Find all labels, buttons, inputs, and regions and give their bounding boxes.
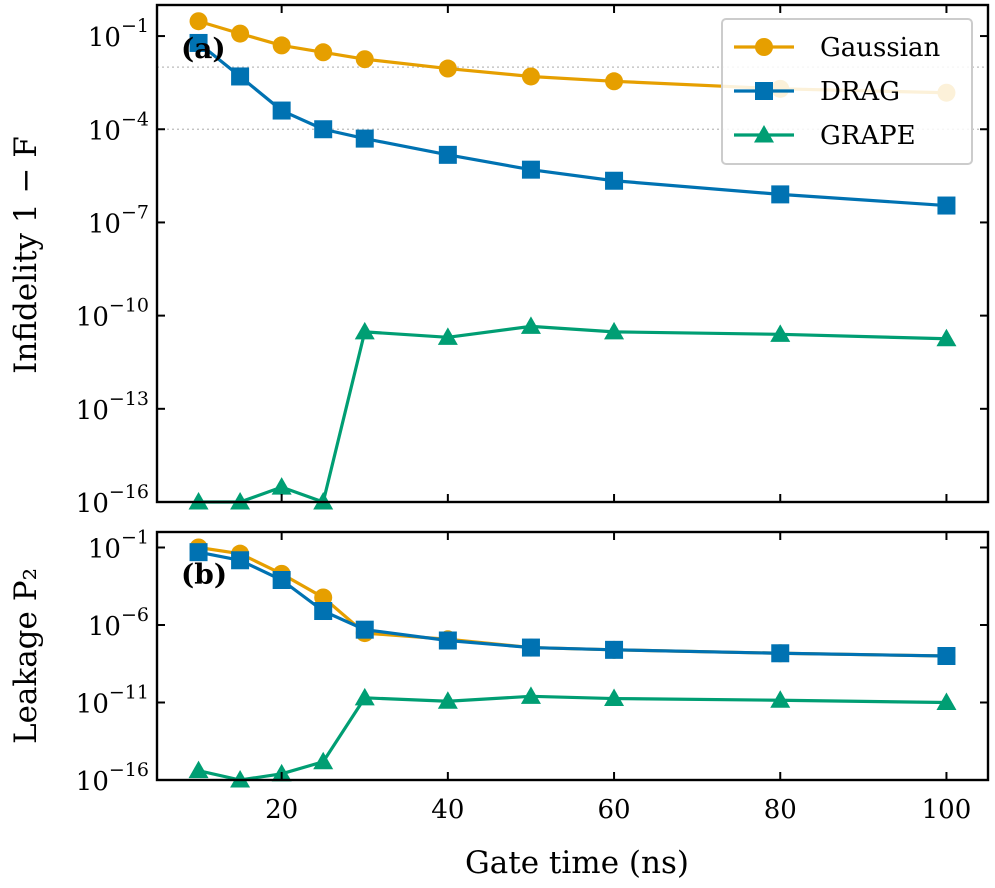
y-tick-label: 10−1 <box>88 15 149 53</box>
data-point-drag-20 <box>272 571 291 590</box>
x-tick-label: 60 <box>598 795 631 825</box>
data-point-drag-60 <box>605 171 624 190</box>
data-point-gaussian-10 <box>189 12 208 31</box>
data-point-drag-15 <box>231 551 250 570</box>
data-point-grape-25 <box>313 492 334 510</box>
data-point-drag-20 <box>272 101 291 120</box>
data-point-grape-40 <box>437 691 458 709</box>
legend-label-grape: GRAPE <box>820 121 916 151</box>
data-point-grape-15 <box>230 770 251 788</box>
data-point-drag-80 <box>771 644 790 663</box>
legend-marker <box>755 82 773 100</box>
y-tick-label: 10−11 <box>76 682 149 720</box>
series-gaussian <box>189 538 956 665</box>
data-point-grape-30 <box>354 321 375 340</box>
legend-marker <box>754 125 774 143</box>
y-tick-label: 10−6 <box>88 604 149 642</box>
data-point-drag-15 <box>231 67 250 86</box>
data-point-drag-80 <box>771 185 790 204</box>
plot-frame <box>155 530 990 782</box>
series-line-gaussian <box>198 19 947 95</box>
data-point-drag-40 <box>438 145 457 164</box>
data-point-grape-50 <box>520 686 541 704</box>
data-point-drag-10 <box>189 33 208 52</box>
data-point-gaussian-60 <box>605 72 624 91</box>
y-tick-label: 10−16 <box>76 759 149 797</box>
y-tick-label: 10−16 <box>76 481 149 519</box>
data-point-drag-50 <box>521 160 540 179</box>
panel-label: (a) <box>181 32 226 65</box>
legend: Gaussian DRAG GRAPE <box>721 18 973 165</box>
panel-b: 20 40 60 80 100 10−1 10−6 10−11 10−16 (b) <box>76 527 990 825</box>
y-tick-label: 10−7 <box>88 201 149 239</box>
data-point-grape-100 <box>936 328 957 347</box>
data-point-drag-30 <box>355 129 374 148</box>
data-point-drag-30 <box>355 620 374 639</box>
y-axis-label-a: Infidelity 1 − F <box>8 136 44 374</box>
x-tick-label: 40 <box>431 795 464 825</box>
x-axis-label: Gate time (ns) <box>465 845 689 881</box>
legend-box <box>721 18 973 165</box>
data-point-gaussian-40 <box>438 59 457 78</box>
data-point-gaussian-25 <box>314 43 333 62</box>
data-point-grape-80 <box>770 324 791 342</box>
data-point-drag-50 <box>521 638 540 657</box>
data-point-drag-10 <box>189 543 208 562</box>
x-tick-label: 80 <box>764 795 797 825</box>
legend-label-drag: DRAG <box>820 77 900 107</box>
data-point-grape-60 <box>604 688 625 707</box>
series-grape <box>188 686 957 788</box>
y-tick-label: 10−13 <box>76 388 149 426</box>
data-point-grape-25 <box>313 751 334 770</box>
series-line-drag <box>198 550 947 658</box>
data-point-grape-40 <box>437 327 458 345</box>
data-point-drag-40 <box>438 631 457 650</box>
series-drag <box>189 543 956 665</box>
data-point-gaussian-15 <box>231 24 250 43</box>
data-point-grape-10 <box>188 760 209 779</box>
legend-label-gaussian: Gaussian <box>820 33 941 63</box>
panel-label: (b) <box>181 558 227 591</box>
y-axis-label-b: Leakage P₂ <box>8 568 44 744</box>
plot-frame <box>155 3 990 504</box>
legend-marker <box>755 38 773 56</box>
data-point-grape-60 <box>604 321 625 340</box>
data-point-drag-100 <box>937 647 956 665</box>
series-line-grape <box>198 694 947 782</box>
data-point-grape-100 <box>936 692 957 710</box>
data-point-grape-20 <box>271 477 292 495</box>
data-point-drag-25 <box>314 602 333 621</box>
panel-a: 10−1 10−4 10−7 10−10 10−13 10−16 (a) <box>76 3 990 519</box>
data-point-gaussian-20 <box>272 36 291 55</box>
x-tick-label: 20 <box>265 795 298 825</box>
y-tick-label: 10−4 <box>88 108 149 146</box>
y-tick-label: 10−10 <box>76 295 149 333</box>
series-line-grape <box>198 324 947 504</box>
data-point-drag-60 <box>605 640 624 659</box>
data-point-grape-50 <box>520 316 541 334</box>
data-point-gaussian-50 <box>521 67 540 86</box>
x-tick-label: 100 <box>922 795 972 825</box>
data-point-grape-80 <box>770 690 791 708</box>
data-point-gaussian-30 <box>355 50 374 69</box>
series-drag <box>189 33 956 215</box>
data-point-gaussian-25 <box>314 588 333 607</box>
data-point-grape-15 <box>230 492 251 510</box>
data-point-grape-30 <box>354 687 375 706</box>
data-point-drag-100 <box>937 196 956 215</box>
series-line-drag <box>197 41 947 208</box>
data-point-drag-25 <box>314 120 333 139</box>
series-grape <box>188 316 957 510</box>
data-point-grape-10 <box>188 492 209 510</box>
y-tick-label: 10−1 <box>88 527 149 565</box>
